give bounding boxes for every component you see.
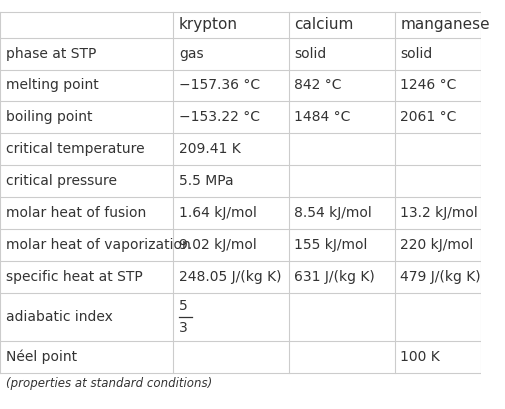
Text: molar heat of fusion: molar heat of fusion [6, 206, 146, 220]
Text: −153.22 °C: −153.22 °C [179, 110, 260, 124]
Text: 1.64 kJ/mol: 1.64 kJ/mol [179, 206, 257, 220]
Text: critical temperature: critical temperature [6, 142, 144, 156]
Text: 220 kJ/mol: 220 kJ/mol [400, 238, 474, 252]
Text: specific heat at STP: specific heat at STP [6, 270, 142, 284]
Text: calcium: calcium [294, 18, 354, 32]
Text: 13.2 kJ/mol: 13.2 kJ/mol [400, 206, 478, 220]
Text: 248.05 J/(kg K): 248.05 J/(kg K) [179, 270, 281, 284]
Text: 479 J/(kg K): 479 J/(kg K) [400, 270, 481, 284]
Text: melting point: melting point [6, 79, 98, 92]
Text: gas: gas [179, 47, 204, 61]
Text: 5: 5 [179, 299, 188, 313]
Text: (properties at standard conditions): (properties at standard conditions) [6, 377, 212, 390]
Text: 2061 °C: 2061 °C [400, 110, 457, 124]
Text: krypton: krypton [179, 18, 238, 32]
Text: 1484 °C: 1484 °C [294, 110, 351, 124]
Text: Néel point: Néel point [6, 350, 77, 364]
Text: 100 K: 100 K [400, 350, 440, 364]
Text: solid: solid [294, 47, 327, 61]
Text: boiling point: boiling point [6, 110, 92, 124]
Text: 9.02 kJ/mol: 9.02 kJ/mol [179, 238, 257, 252]
Text: manganese: manganese [400, 18, 490, 32]
Text: solid: solid [400, 47, 433, 61]
Text: 1246 °C: 1246 °C [400, 79, 457, 92]
Text: 842 °C: 842 °C [294, 79, 342, 92]
Text: 631 J/(kg K): 631 J/(kg K) [294, 270, 375, 284]
Text: 5.5 MPa: 5.5 MPa [179, 174, 234, 188]
Text: 209.41 K: 209.41 K [179, 142, 241, 156]
Text: −157.36 °C: −157.36 °C [179, 79, 260, 92]
Text: adiabatic index: adiabatic index [6, 310, 113, 324]
Text: 3: 3 [179, 321, 188, 335]
Text: 155 kJ/mol: 155 kJ/mol [294, 238, 368, 252]
Text: molar heat of vaporization: molar heat of vaporization [6, 238, 190, 252]
Text: critical pressure: critical pressure [6, 174, 117, 188]
Text: phase at STP: phase at STP [6, 47, 96, 61]
Text: 8.54 kJ/mol: 8.54 kJ/mol [294, 206, 372, 220]
